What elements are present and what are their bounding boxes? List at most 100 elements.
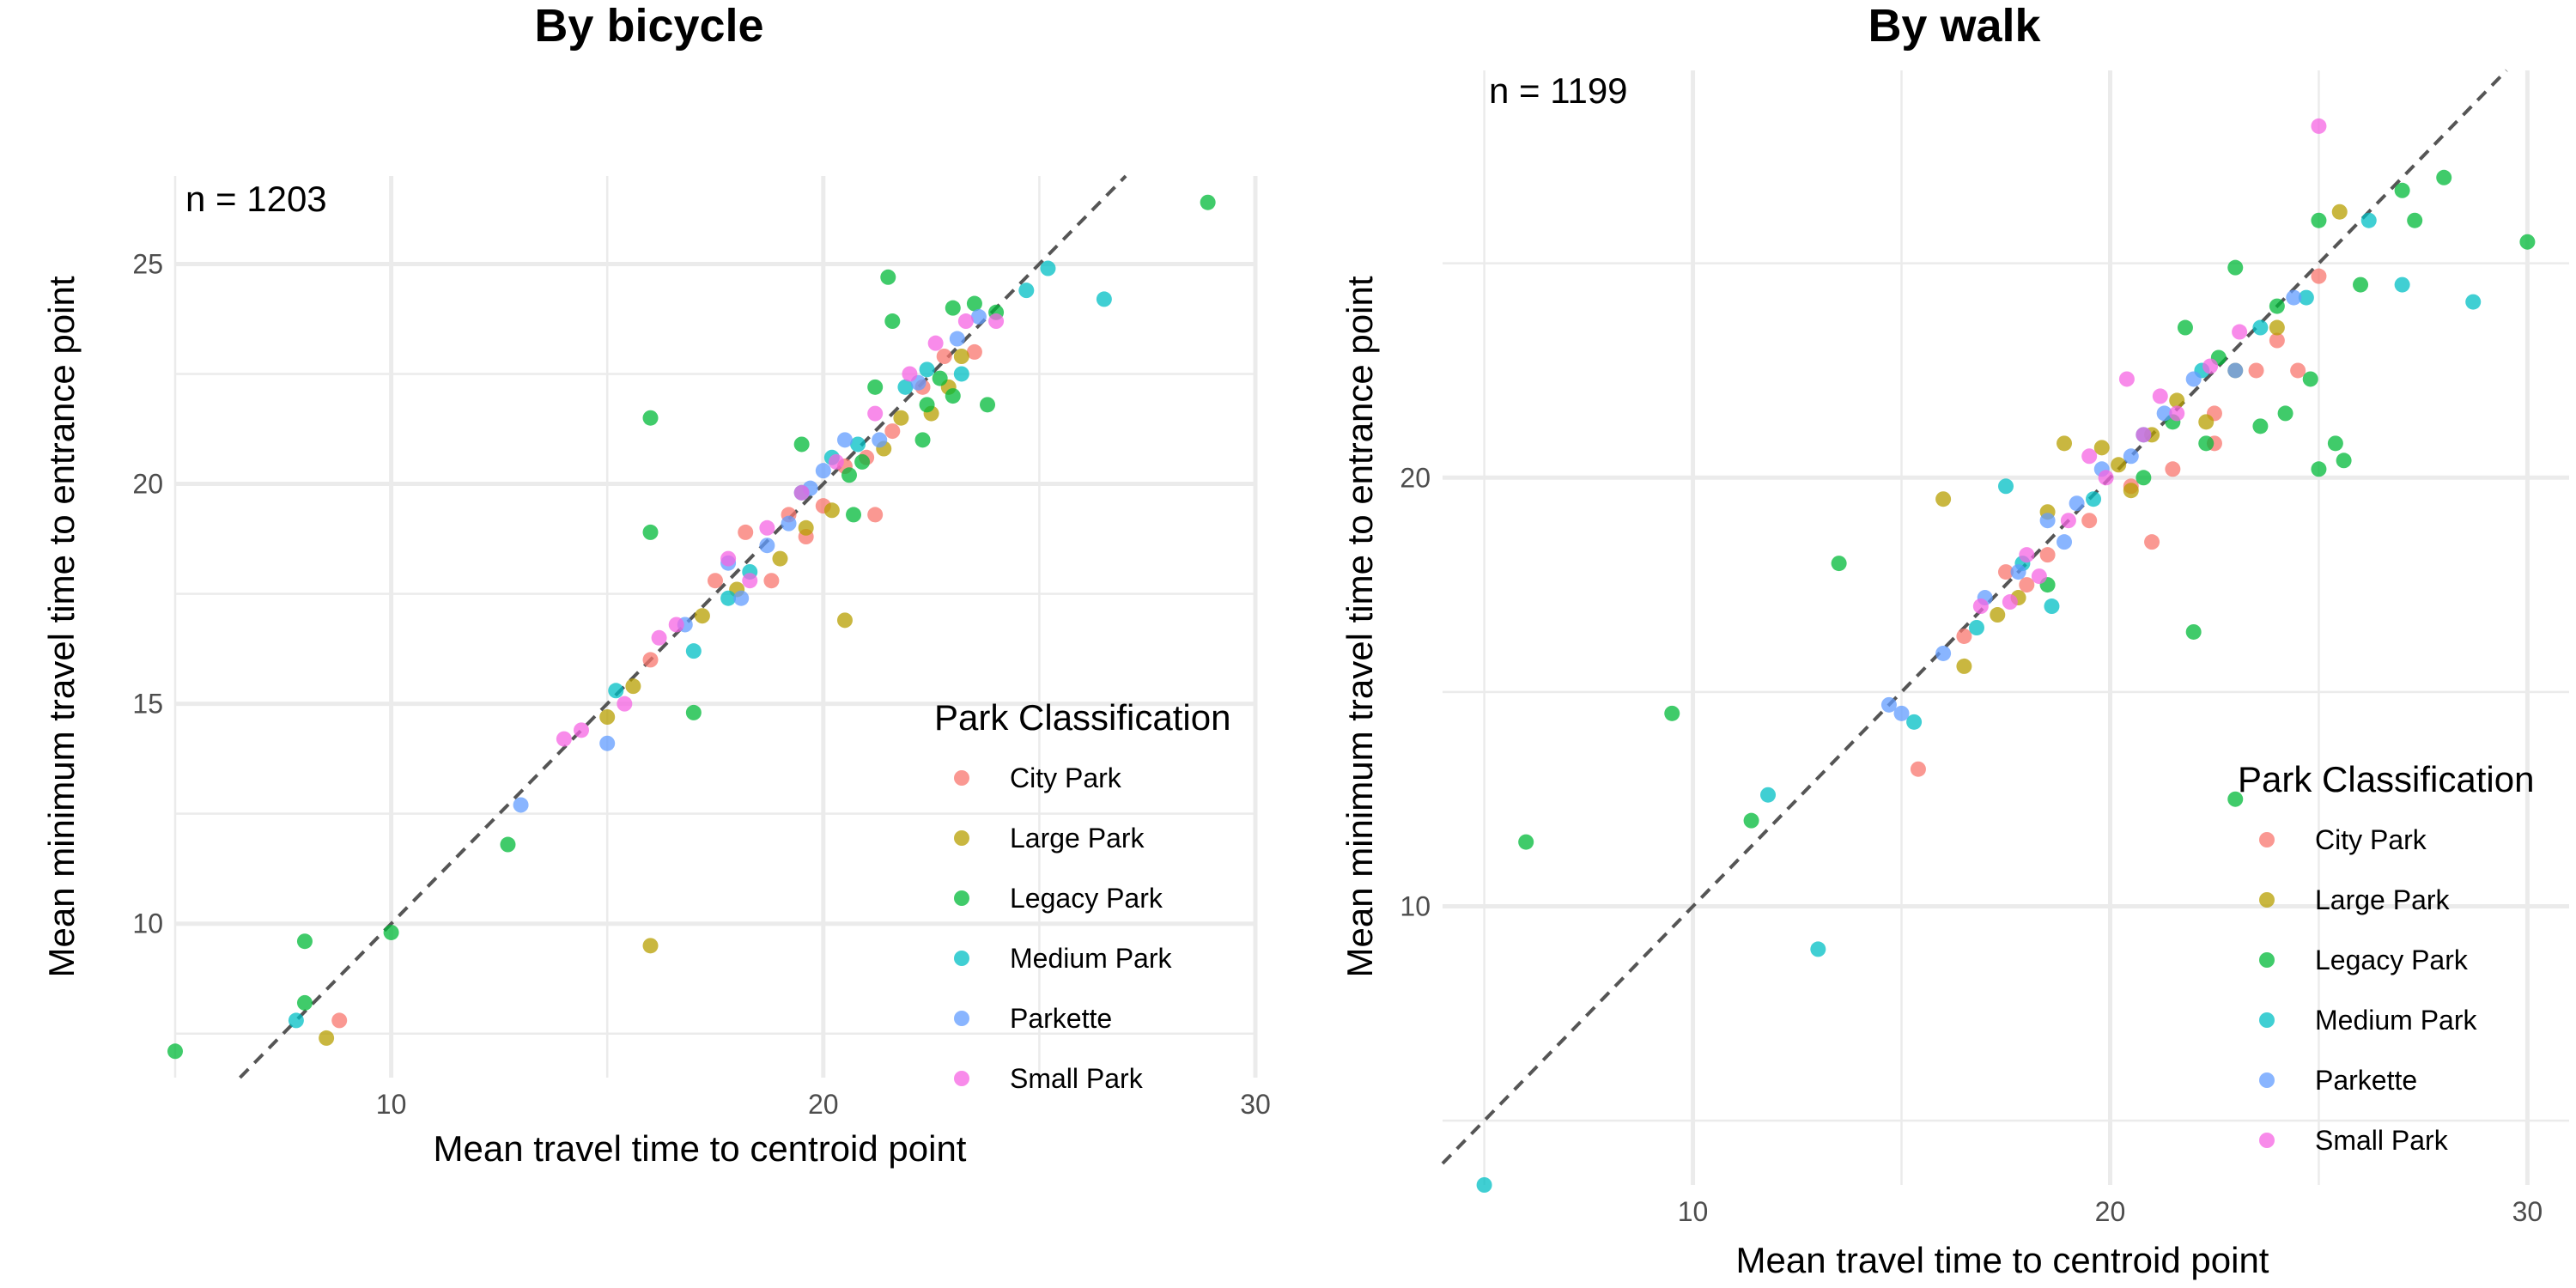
data-point [2286,289,2302,306]
data-point [2302,371,2318,387]
legend-item: Parkette [954,1003,1112,1034]
data-point [625,678,641,695]
data-point [919,397,935,413]
data-point [2069,495,2085,512]
data-point [828,453,844,470]
data-point [500,836,516,853]
legend-item: Medium Park [2259,1005,2478,1036]
y-tick-label: 15 [132,689,163,720]
data-point [513,797,529,813]
data-point [2177,319,2193,336]
data-point [919,361,935,378]
data-point [2394,276,2410,293]
data-point [1956,658,1972,674]
legend-item: Legacy Park [2259,945,2469,975]
y-axis-label: Mean minimum travel time to entrance poi… [41,276,82,977]
legend-key [2259,952,2275,968]
legend-item: Large Park [2259,884,2451,915]
data-point [1831,556,1847,572]
data-point [2136,470,2152,486]
data-point [854,453,871,470]
identity-line [1441,69,2508,1165]
data-point [988,313,1005,330]
data-point [953,366,969,382]
legend-item: Small Park [2259,1125,2449,1156]
data-point [720,550,737,567]
data-point [763,573,780,589]
data-point [642,410,659,426]
x-axis-label: Mean travel time to centroid point [1736,1240,2269,1280]
data-point [2019,577,2035,593]
data-point [2252,418,2269,434]
data-point [599,735,616,751]
data-point [2353,276,2369,293]
data-point [2111,457,2127,473]
legend-label: Small Park [1010,1063,1144,1094]
data-point [1760,787,1777,803]
legend-key [2259,1072,2275,1088]
x-tick-label: 30 [1240,1089,1271,1120]
data-points [167,194,1216,1060]
data-point [2031,568,2047,585]
data-point [331,1012,348,1029]
data-point [2123,448,2139,465]
panel-bicycle: By bicycle 10 20 30 10 15 20 25 n = 1203 Mean … [41,0,1271,1169]
data-point [642,938,659,954]
data-point [2519,234,2536,250]
data-point [1935,645,1952,661]
panel-title: By walk [1868,0,2041,52]
legend-label: Large Park [2315,884,2451,915]
data-point [793,436,810,453]
data-point [2081,448,2098,465]
data-point [2336,453,2352,469]
legend-key [954,830,969,846]
data-point [720,590,737,606]
data-point [2198,414,2215,430]
data-point [836,612,853,629]
data-point [599,709,616,725]
data-point [2311,268,2327,284]
data-point [2227,259,2244,276]
legend-key [2259,1133,2275,1148]
legend: Park Classification City Park Large Park L… [2238,759,2534,1156]
data-point [2311,212,2327,228]
data-point [867,405,884,422]
legend-item: Legacy Park [954,883,1163,914]
data-point [685,704,702,720]
data-point [945,300,961,316]
data-point [1935,491,1952,507]
legend-key [2259,832,2275,848]
data-point [2152,388,2168,404]
data-point [2081,513,2098,529]
data-point [893,410,909,426]
data-point [2010,564,2026,580]
data-point [945,388,961,404]
data-point [2436,169,2452,185]
data-point [884,423,901,440]
data-point [902,366,918,382]
data-point [288,1012,304,1029]
data-point [2185,371,2202,387]
data-point [815,463,831,479]
data-point [2165,461,2181,477]
data-point [2060,513,2076,529]
grid [173,176,1258,1078]
data-point [2269,319,2285,336]
x-axis-label: Mean travel time to centroid point [434,1128,967,1169]
data-point [2156,405,2172,422]
data-point [850,436,866,453]
data-point [957,313,974,330]
data-point [708,573,723,589]
data-point [383,924,399,940]
x-tick-label: 10 [1678,1196,1709,1227]
data-point [872,432,888,448]
data-point [2252,319,2269,336]
data-point [2269,298,2285,314]
data-point [2057,534,2073,550]
data-point [2093,440,2110,456]
data-point [980,397,996,413]
data-point [966,295,982,312]
data-point [966,343,982,360]
data-point [897,379,914,395]
data-point [2123,483,2139,499]
